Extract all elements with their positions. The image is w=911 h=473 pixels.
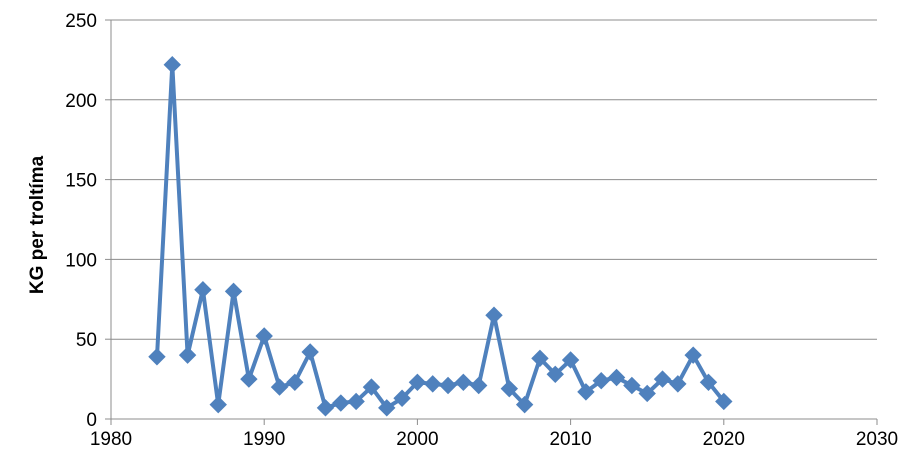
data-point-marker xyxy=(424,375,442,393)
axes xyxy=(110,20,877,420)
gridlines xyxy=(111,19,877,340)
data-point-marker xyxy=(240,370,258,388)
y-tick-label: 200 xyxy=(65,91,97,112)
data-point-marker xyxy=(500,379,519,398)
data-point-marker xyxy=(515,395,534,414)
data-point-marker xyxy=(439,376,457,395)
y-tick-label: 100 xyxy=(65,250,97,271)
x-tick-label: 1980 xyxy=(90,429,132,450)
series-line xyxy=(155,62,726,410)
data-point-marker xyxy=(408,373,427,391)
data-point-marker xyxy=(592,371,610,390)
data-point-marker xyxy=(454,373,473,391)
y-axis-ticks: 0 50 100 150 200 250 xyxy=(65,11,111,431)
data-point-marker xyxy=(378,399,396,417)
x-tick-label: 1990 xyxy=(243,429,285,450)
data-point-marker xyxy=(653,370,672,388)
data-point-marker xyxy=(224,282,243,301)
data-point-marker xyxy=(715,392,733,411)
data-point-marker xyxy=(546,365,564,384)
y-tick-label: 250 xyxy=(65,11,97,32)
data-point-marker xyxy=(669,375,687,393)
data-point-marker xyxy=(316,399,335,417)
data-point-marker xyxy=(531,349,549,368)
data-point-marker xyxy=(301,343,319,361)
data-point-marker xyxy=(577,383,595,401)
data-point-marker xyxy=(485,306,503,324)
data-point-marker xyxy=(362,378,381,396)
y-axis-label: KG per troltíma xyxy=(27,155,48,294)
data-point-marker xyxy=(561,351,580,369)
data-point-marker xyxy=(255,327,273,345)
data-point-marker xyxy=(699,373,718,391)
data-point-marker xyxy=(393,389,411,407)
data-point-marker xyxy=(270,378,289,396)
data-point-marker xyxy=(684,346,702,364)
data-point-marker xyxy=(469,376,488,395)
data-point-marker xyxy=(347,392,365,411)
data-point-marker xyxy=(178,346,197,364)
x-tick-label: 2020 xyxy=(703,429,745,450)
data-point-marker xyxy=(607,368,626,387)
data-point-marker xyxy=(638,384,656,403)
x-axis-ticks: 1980 1990 2000 2010 2020 2030 xyxy=(90,419,898,450)
data-point-marker xyxy=(148,348,166,366)
data-point-marker xyxy=(194,281,212,299)
data-point-marker xyxy=(163,55,181,74)
series-group xyxy=(148,55,733,417)
x-tick-label: 2010 xyxy=(549,429,591,450)
data-point-marker xyxy=(332,394,350,412)
data-point-marker xyxy=(209,395,227,414)
x-tick-label: 2030 xyxy=(856,429,898,450)
data-point-marker xyxy=(286,373,304,391)
y-tick-label: 50 xyxy=(76,330,97,351)
y-tick-label: 150 xyxy=(65,171,97,192)
y-tick-label: 0 xyxy=(86,410,97,431)
data-point-marker xyxy=(623,376,641,395)
x-tick-label: 2000 xyxy=(396,429,438,450)
